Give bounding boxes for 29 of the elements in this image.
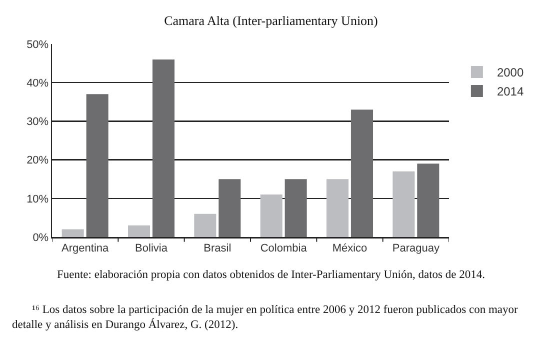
bar <box>218 179 241 237</box>
x-tick-label: México <box>332 242 368 255</box>
legend-label: 2000 <box>496 66 524 80</box>
bar <box>284 179 307 237</box>
x-tick-label: Paraguay <box>392 242 440 255</box>
bar <box>260 194 282 237</box>
x-tick-label: Argentina <box>62 242 110 255</box>
x-tick-label: Brasil <box>204 242 232 255</box>
y-tick-label: 50% <box>26 38 49 51</box>
bar <box>326 179 349 237</box>
y-tick-label: 30% <box>26 116 49 128</box>
bar <box>152 59 175 237</box>
bar <box>392 171 415 237</box>
text: ¹⁶ Los datos sobre la participación de la mujer en política entre 2006 y 2012 fueron publicados con mayor detalle y análisis en Durango Álvarez, G. (2012). <box>12 303 519 333</box>
chart-title: Camara Alta (Inter-parliamentary Union) <box>164 13 378 28</box>
bar <box>417 164 440 237</box>
x-tick-label: Bolivia <box>135 242 168 255</box>
bar <box>350 110 374 237</box>
bar <box>128 225 150 237</box>
x-tick-label: Colombia <box>260 242 308 255</box>
legend-label: 2014 <box>496 84 524 99</box>
y-tick-label: 40% <box>26 77 49 90</box>
bar <box>62 229 84 237</box>
y-tick-label: 20% <box>26 154 49 167</box>
y-tick-label: 10% <box>26 193 49 206</box>
bar <box>86 94 108 237</box>
y-tick-label: 0% <box>32 232 49 244</box>
source-note: Fuente: elaboración propia con datos obtenidos de Inter-Parliamentary Unión, datos de 2014. <box>56 269 486 281</box>
bar <box>194 214 216 237</box>
